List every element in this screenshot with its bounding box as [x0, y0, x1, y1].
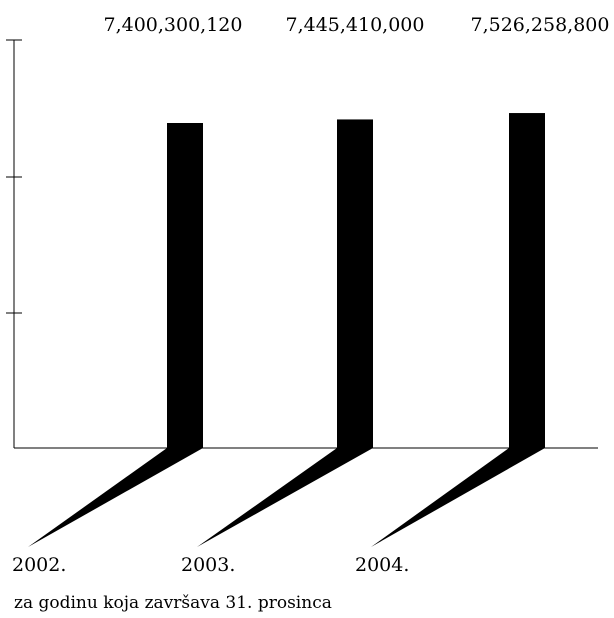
chart-svg: 7,400,300,120 2002. 7,445,410,000 2003. 7,52… [6, 14, 610, 576]
bar-2 [337, 119, 373, 449]
bar-3-shadow [371, 448, 545, 547]
category-label-2: 2003. [181, 554, 235, 576]
category-label-3: 2004. [355, 554, 409, 576]
bar-1-shadow [28, 448, 203, 547]
bar-1 [167, 123, 203, 448]
value-label-3: 7,526,258,800 [470, 14, 609, 36]
bar-2-shadow [197, 448, 373, 547]
bar-3 [509, 113, 545, 449]
category-label-1: 2002. [12, 554, 66, 576]
value-label-2: 7,445,410,000 [285, 14, 424, 36]
chart-caption: za godinu koja završava 31. prosinca [14, 593, 332, 613]
value-label-1: 7,400,300,120 [103, 14, 242, 36]
